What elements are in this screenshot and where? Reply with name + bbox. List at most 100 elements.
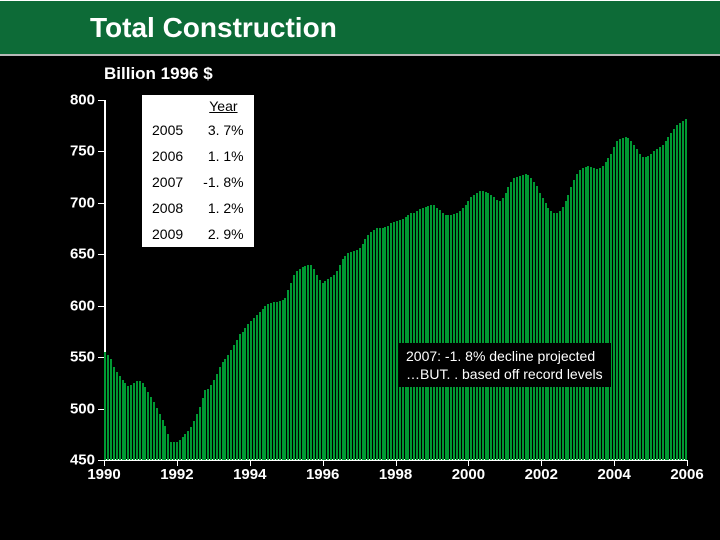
bar <box>670 133 672 460</box>
table-row: 20053. 7% <box>142 117 254 143</box>
bar <box>616 141 618 460</box>
table-row: 20061. 1% <box>142 143 254 169</box>
bar <box>299 269 301 460</box>
bar <box>167 434 169 460</box>
bar <box>399 220 401 460</box>
bar <box>585 167 587 460</box>
bar <box>207 389 209 460</box>
bar <box>199 407 201 460</box>
page-title: Total Construction <box>90 12 337 44</box>
bar <box>264 306 266 460</box>
bar <box>405 217 407 460</box>
bar <box>170 442 172 461</box>
bar <box>545 203 547 460</box>
bar <box>262 309 264 460</box>
bar <box>376 228 378 460</box>
bar <box>519 176 521 460</box>
bar <box>104 352 106 460</box>
bar <box>247 324 249 460</box>
y-axis-label: 600 <box>70 297 95 314</box>
bar <box>673 129 675 460</box>
bar <box>187 431 189 460</box>
bar <box>447 215 449 460</box>
pct-cell: 3. 7% <box>193 117 253 143</box>
bar <box>427 206 429 460</box>
bar <box>553 213 555 460</box>
bar <box>130 385 132 460</box>
bar <box>324 281 326 460</box>
bar <box>605 162 607 460</box>
bar <box>333 275 335 460</box>
bar <box>619 139 621 460</box>
bar <box>336 271 338 460</box>
bar <box>176 442 178 461</box>
bar <box>279 301 281 460</box>
bar <box>527 175 529 460</box>
bar <box>502 198 504 460</box>
bar <box>364 239 366 460</box>
y-axis-label: 550 <box>70 349 95 366</box>
bar <box>622 138 624 460</box>
bar <box>316 275 318 460</box>
bar <box>439 210 441 460</box>
bar <box>445 215 447 460</box>
table-row: 2007-1. 8% <box>142 169 254 195</box>
bar <box>476 193 478 460</box>
bar <box>676 125 678 460</box>
bar <box>599 168 601 460</box>
bar <box>227 355 229 460</box>
bar <box>393 222 395 460</box>
bar <box>430 205 432 460</box>
bar <box>559 211 561 460</box>
bar <box>107 355 109 460</box>
bar <box>156 408 158 460</box>
bar <box>347 253 349 460</box>
bar <box>290 283 292 460</box>
bar <box>653 151 655 460</box>
bar <box>359 248 361 460</box>
pct-cell: 1. 2% <box>193 195 253 221</box>
year-cell: 2008 <box>142 195 193 221</box>
bar <box>133 383 135 460</box>
bar <box>210 385 212 460</box>
note-box: 2007: -1. 8% decline projected …BUT. . b… <box>398 343 611 387</box>
bar <box>250 321 252 460</box>
bar <box>467 201 469 460</box>
bar <box>453 214 455 460</box>
bar <box>353 251 355 460</box>
bar <box>627 138 629 460</box>
y-axis-label: 800 <box>70 92 95 109</box>
bar <box>433 205 435 460</box>
bar <box>144 387 146 460</box>
note-line2: …BUT. . based off record levels <box>406 365 603 383</box>
x-axis-label: 1990 <box>87 466 120 483</box>
bar <box>573 180 575 460</box>
bar <box>465 205 467 460</box>
bar <box>473 195 475 460</box>
bar <box>204 390 206 460</box>
y-axis-label: 700 <box>70 194 95 211</box>
bar <box>182 437 184 460</box>
bar <box>147 392 149 460</box>
bar <box>282 300 284 460</box>
bar <box>613 147 615 460</box>
note-line1: 2007: -1. 8% decline projected <box>406 347 603 365</box>
bar <box>685 119 687 460</box>
bar <box>493 197 495 460</box>
year-table-header: Year <box>193 95 253 117</box>
bar <box>327 279 329 460</box>
bar <box>350 252 352 460</box>
bar <box>213 380 215 460</box>
bar <box>436 208 438 460</box>
x-axis-label: 2004 <box>597 466 630 483</box>
bar <box>562 207 564 460</box>
bar <box>407 215 409 460</box>
bar <box>479 191 481 460</box>
bar <box>387 226 389 461</box>
bar <box>230 350 232 460</box>
x-axis-label: 1996 <box>306 466 339 483</box>
bar <box>556 213 558 460</box>
bar <box>179 440 181 460</box>
bar <box>116 372 118 460</box>
bar <box>273 302 275 460</box>
